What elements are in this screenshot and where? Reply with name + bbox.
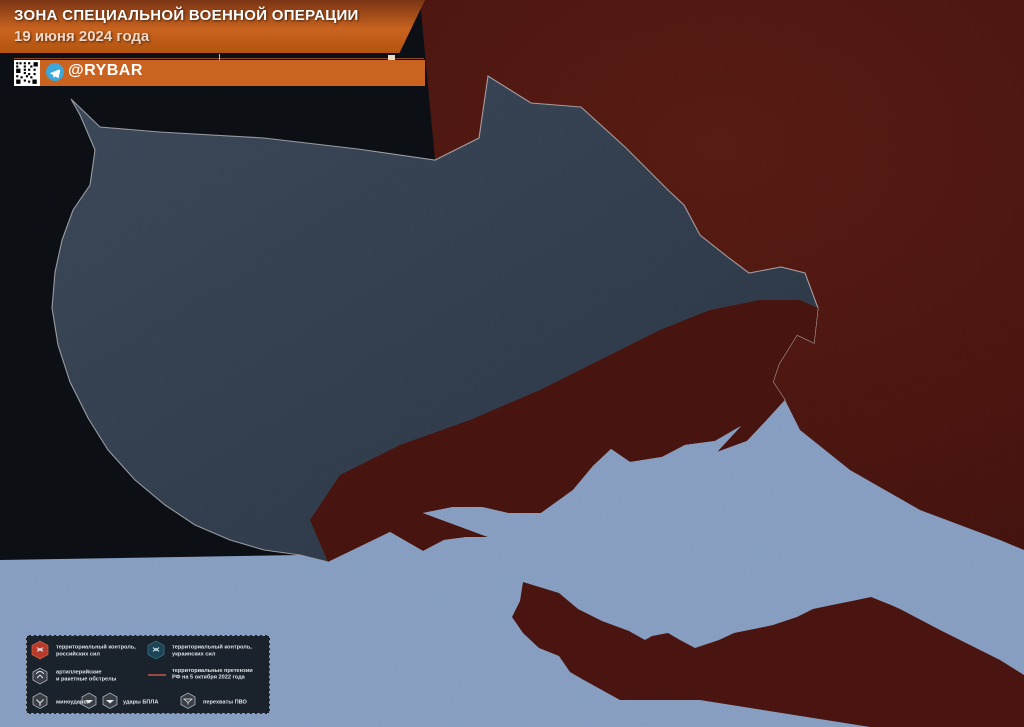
svg-text:миноудары: миноудары [56, 700, 88, 706]
svg-text:украинских сил: украинских сил [172, 652, 216, 658]
svg-text:территориальный контроль,: территориальный контроль, [172, 644, 252, 651]
svg-text:территориальный контроль,: территориальный контроль, [56, 644, 136, 651]
svg-text:перехваты ПВО: перехваты ПВО [203, 700, 248, 706]
svg-text:артиллерийские: артиллерийские [56, 669, 102, 676]
svg-text:и ракетные обстрелы: и ракетные обстрелы [56, 676, 117, 683]
svg-text:РФ на 5 октября 2022 года: РФ на 5 октября 2022 года [172, 674, 246, 681]
svg-text:территориальные претензии: территориальные претензии [172, 668, 253, 674]
svg-text:российских сил: российских сил [56, 651, 100, 658]
svg-text:удары БПЛА: удары БПЛА [123, 700, 158, 706]
